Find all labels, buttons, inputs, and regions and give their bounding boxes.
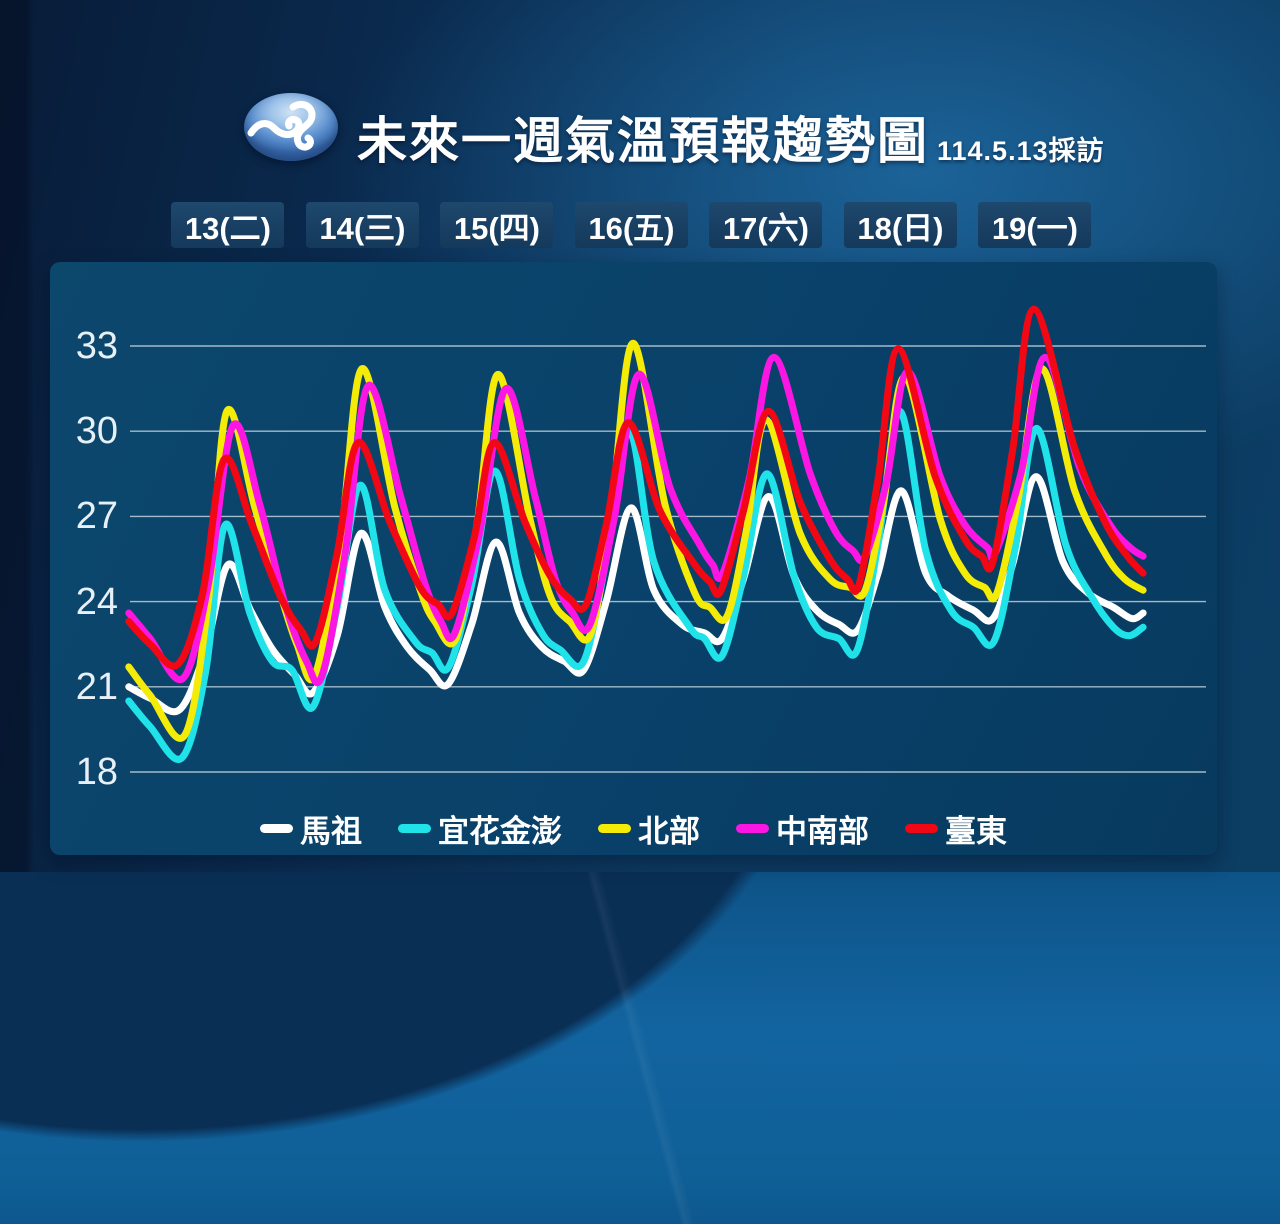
legend-item-yilan-hualien-kinmen-penghu: 宜花金澎 xyxy=(398,806,562,851)
legend-swatch-matsu xyxy=(260,823,293,833)
day-label-19: 19(一) xyxy=(978,202,1092,248)
page-subtitle: 114.5.13採訪 xyxy=(937,136,1105,166)
day-label-14: 14(三) xyxy=(305,202,419,248)
day-label-15: 15(四) xyxy=(440,202,554,248)
day-label-17: 17(六) xyxy=(709,202,823,248)
y-tick-label-21: 21 xyxy=(75,665,118,708)
chart-legend: 馬祖 宜花金澎 北部 中南部 臺東 xyxy=(50,805,1217,851)
legend-label-taitung: 臺東 xyxy=(945,813,1007,849)
legend-label-central-south: 中南部 xyxy=(776,813,869,849)
chart-panel xyxy=(50,262,1217,855)
wave-icon xyxy=(247,100,316,151)
day-label-16: 16(五) xyxy=(574,202,688,248)
day-label-13: 13(二) xyxy=(171,202,285,248)
legend-swatch-yilan-hualien-kinmen-penghu xyxy=(398,823,431,833)
legend-label-matsu: 馬祖 xyxy=(300,813,362,849)
legend-swatch-central-south xyxy=(736,823,769,833)
legend-swatch-north xyxy=(598,823,631,833)
legend-swatch-taitung xyxy=(905,823,938,833)
y-tick-label-18: 18 xyxy=(75,751,118,793)
legend-label-north: 北部 xyxy=(638,813,700,849)
y-tick-label-30: 30 xyxy=(75,410,118,453)
day-label-18: 18(日) xyxy=(843,202,957,248)
page-title: 未來一週氣溫預報趨勢圖 xyxy=(357,113,929,169)
y-tick-label-33: 33 xyxy=(75,325,118,367)
y-tick-label-24: 24 xyxy=(75,580,118,623)
cwa-logo xyxy=(244,93,338,161)
y-tick-label-27: 27 xyxy=(75,495,118,538)
legend-item-taitung: 臺東 xyxy=(905,806,1007,851)
background-bottom-decoration xyxy=(0,872,1280,1224)
legend-label-yilan-hualien-kinmen-penghu: 宜花金澎 xyxy=(438,813,562,849)
legend-item-central-south: 中南部 xyxy=(736,806,869,851)
legend-item-north: 北部 xyxy=(598,806,700,851)
legend-item-matsu: 馬祖 xyxy=(260,806,362,851)
